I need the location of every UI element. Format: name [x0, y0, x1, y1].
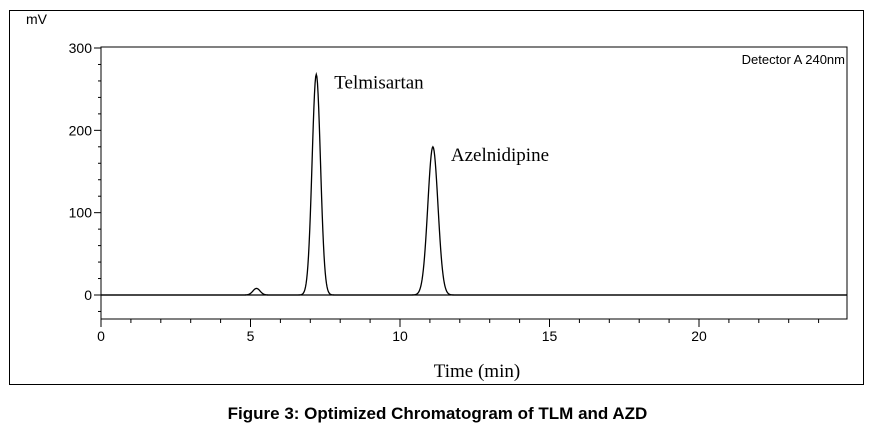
y-tick-label: 200 [69, 122, 93, 138]
x-tick-label: 0 [97, 328, 105, 344]
y-axis-ticks: 0 100 200 300 [69, 40, 101, 312]
peak-labels: Telmisartan Azelnidipine [334, 72, 549, 165]
figure-caption: Figure 3: Optimized Chromatogram of TLM … [227, 404, 648, 423]
chart-frame: mV Detector A 240nm 0 100 200 300 0 5 10 15 20 … [9, 10, 864, 385]
trace-group [101, 71, 847, 296]
peak-label-telmisartan: Telmisartan [334, 72, 424, 93]
x-tick-label: 10 [392, 328, 408, 344]
peak-label-azelnidipine: Azelnidipine [451, 145, 549, 166]
x-axis-ticks: 0 5 10 15 20 [97, 319, 820, 344]
y-tick-label: 300 [69, 40, 93, 56]
x-axis-title: Time (min) [434, 361, 520, 382]
y-tick-label: 100 [69, 205, 93, 221]
detector-label: Detector A 240nm [742, 52, 845, 67]
x-tick-label: 5 [247, 328, 255, 344]
x-tick-label: 15 [542, 328, 558, 344]
y-unit-label: mV [26, 11, 48, 27]
x-tick-label: 20 [691, 328, 707, 344]
chromatogram-trace [101, 71, 847, 296]
y-tick-label: 0 [84, 287, 92, 303]
plot-area [100, 46, 848, 320]
